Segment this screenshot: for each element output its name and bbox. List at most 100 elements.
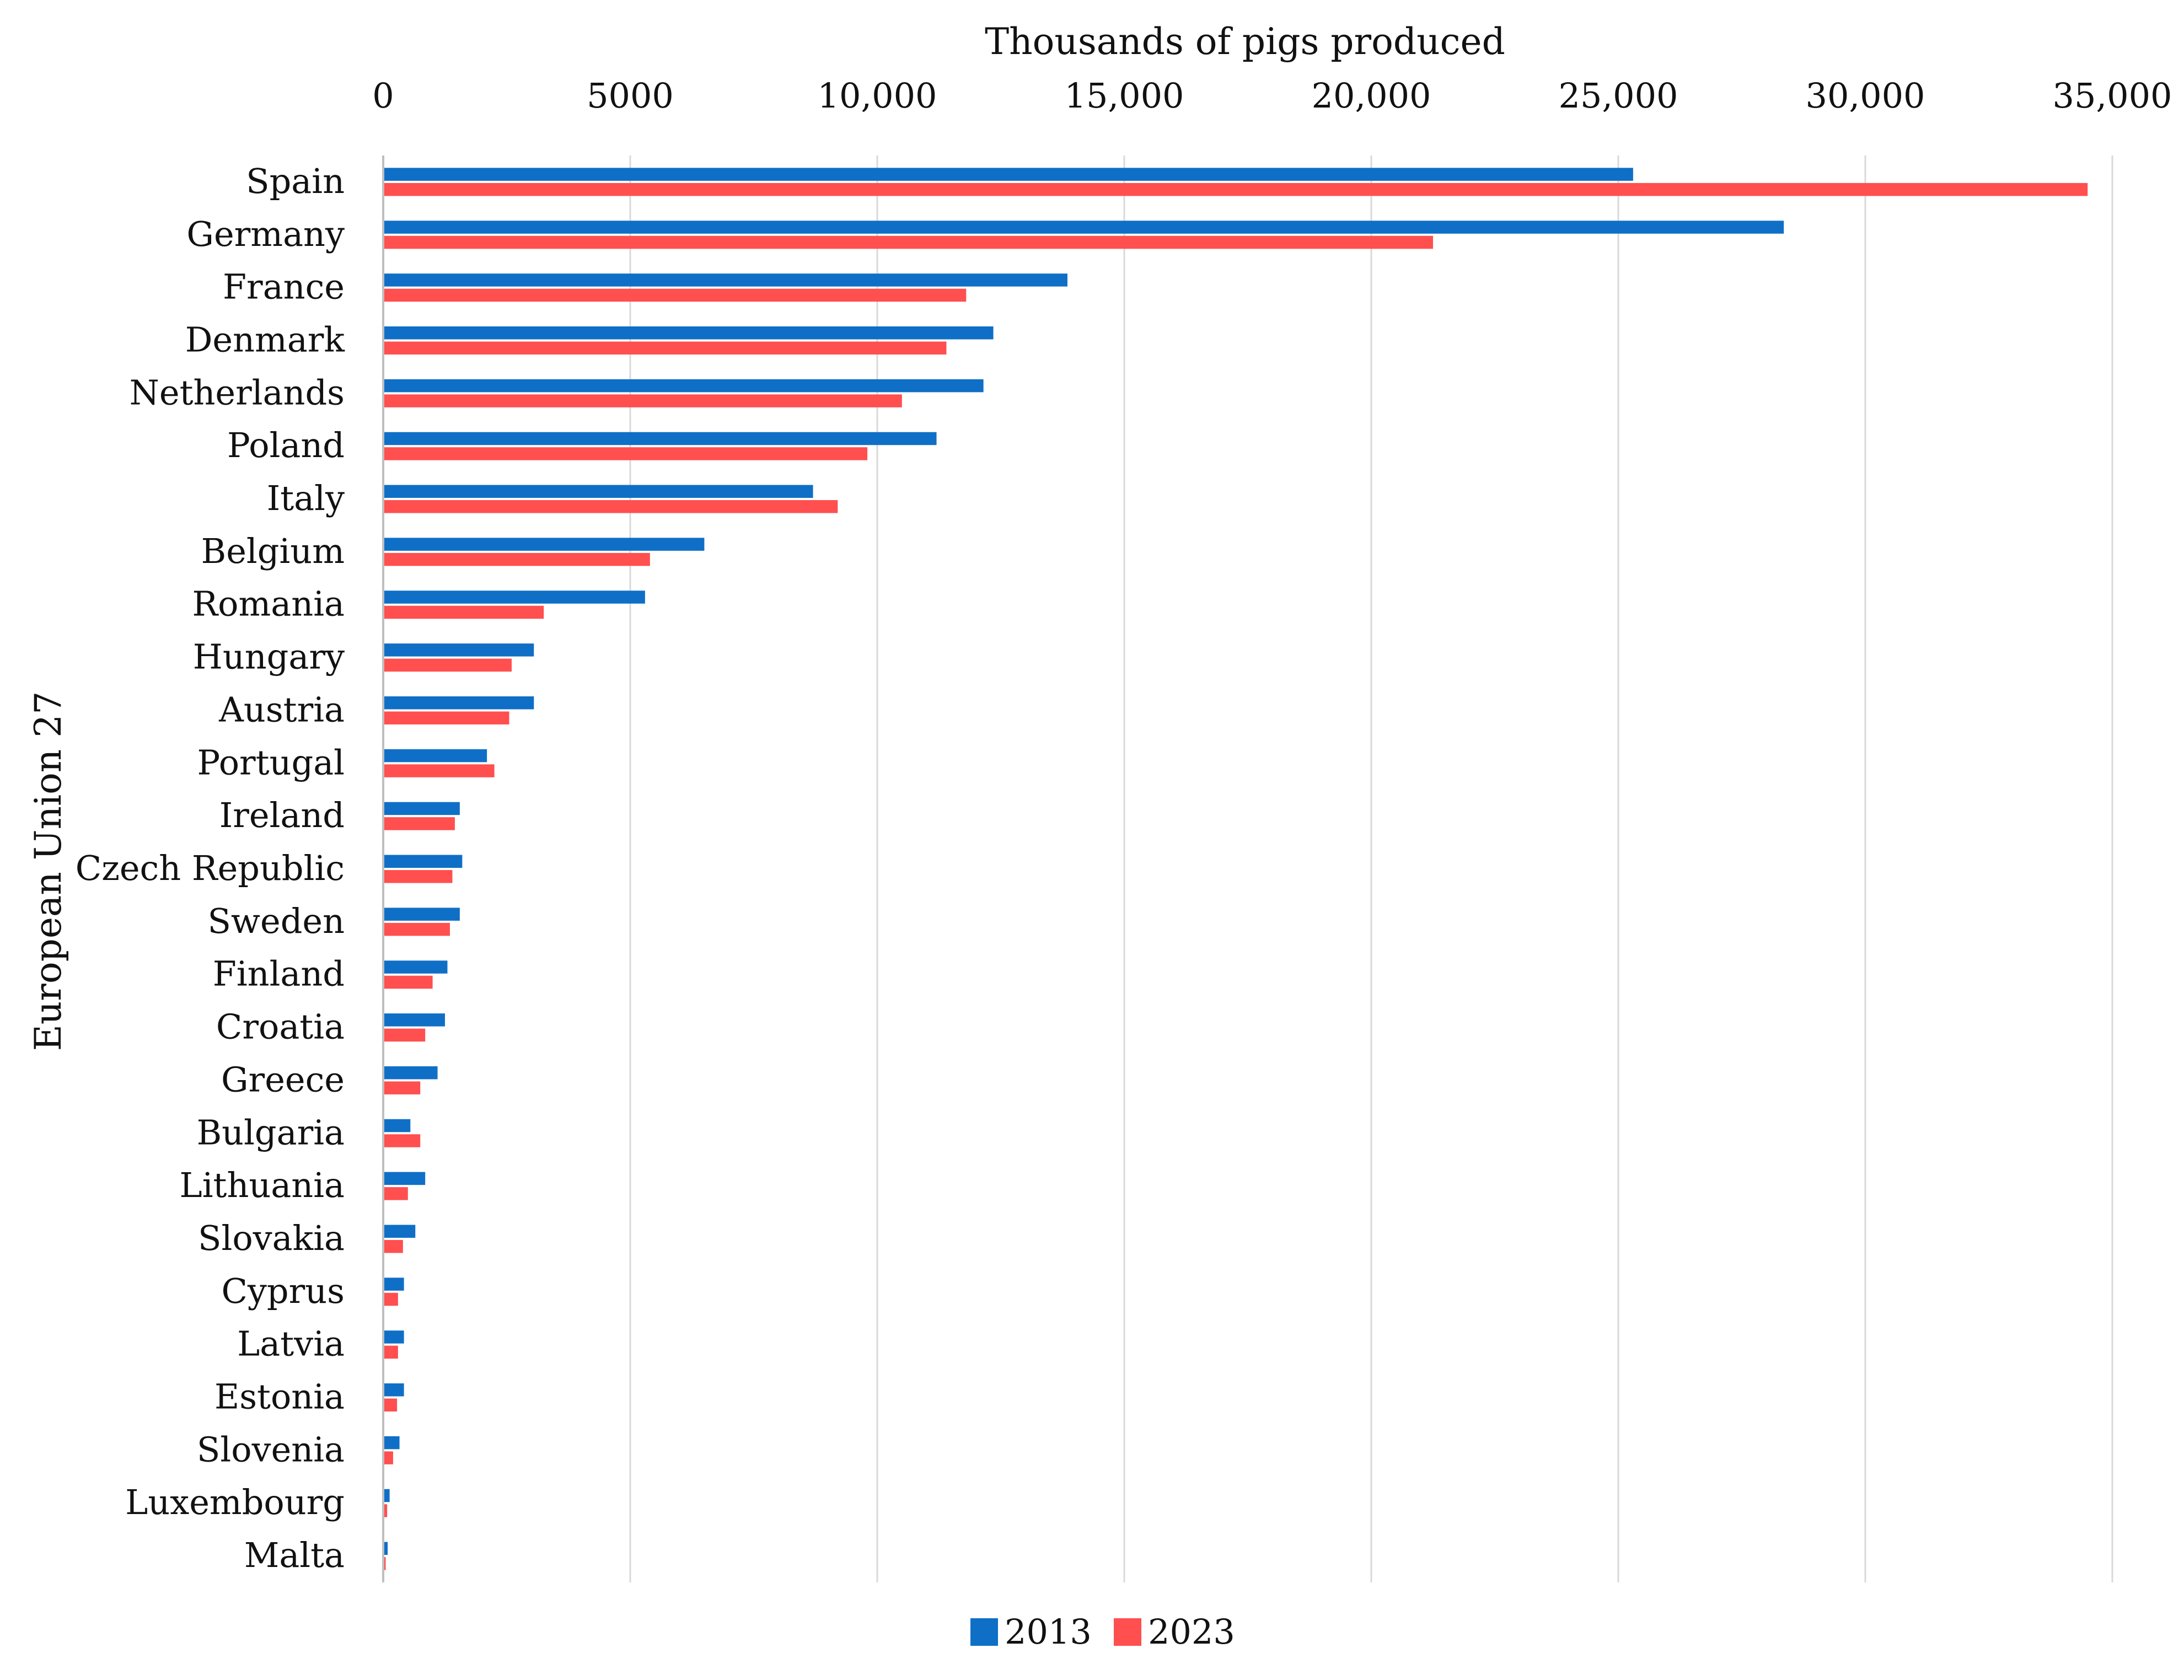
category-label: Belgium	[201, 531, 345, 571]
bar-2023-romania	[383, 605, 544, 619]
bar-2023-poland	[383, 447, 868, 460]
category-label: Luxembourg	[125, 1482, 345, 1522]
bar-2023-france	[383, 288, 967, 302]
bar-2023-estonia	[383, 1398, 398, 1412]
category-label: Germany	[186, 214, 345, 254]
bar-2013-france	[383, 273, 1067, 287]
bar-2023-austria	[383, 711, 509, 724]
x-tick-label: 0	[372, 76, 394, 116]
category-label: Malta	[244, 1535, 345, 1575]
bar-2013-latvia	[383, 1330, 404, 1344]
bars	[383, 168, 2088, 1570]
category-label: Finland	[213, 954, 345, 994]
x-tick-label: 10,000	[818, 76, 937, 116]
category-label: Slovenia	[197, 1429, 345, 1469]
bar-2013-czech-republic	[383, 855, 463, 868]
bar-2013-malta	[383, 1542, 388, 1555]
bar-2023-germany	[383, 235, 1433, 249]
category-label: Poland	[227, 425, 345, 465]
bar-2013-netherlands	[383, 379, 984, 393]
bar-2023-slovakia	[383, 1239, 403, 1253]
legend-swatch-2023	[1114, 1618, 1141, 1646]
bar-2013-poland	[383, 432, 937, 446]
bar-2013-lithuania	[383, 1172, 426, 1185]
category-label: Estonia	[214, 1377, 345, 1417]
x-tick-label: 30,000	[1806, 76, 1925, 116]
bar-2023-czech-republic	[383, 870, 453, 883]
bar-2023-slovenia	[383, 1451, 393, 1464]
bar-2013-germany	[383, 221, 1784, 234]
bar-2023-croatia	[383, 1028, 426, 1042]
bar-2013-belgium	[383, 538, 705, 551]
bar-2013-romania	[383, 591, 645, 604]
category-label: Slovakia	[198, 1218, 345, 1258]
bar-2013-slovenia	[383, 1436, 400, 1450]
bar-2023-greece	[383, 1081, 421, 1094]
gridlines	[629, 155, 2113, 1582]
category-label: Lithuania	[180, 1165, 345, 1205]
x-tick-label: 35,000	[2053, 76, 2172, 116]
category-label: Cyprus	[221, 1271, 345, 1311]
category-label: Spain	[246, 161, 345, 201]
category-label: Ireland	[219, 795, 345, 835]
bar-2023-denmark	[383, 341, 947, 355]
category-label: Portugal	[197, 742, 345, 782]
bar-2023-sweden	[383, 922, 450, 936]
x-tick-label: 25,000	[1559, 76, 1678, 116]
bar-2013-denmark	[383, 326, 994, 340]
bar-2013-italy	[383, 485, 813, 498]
bar-2023-belgium	[383, 552, 650, 566]
category-labels: Spain Germany France Denmark Netherlands Pola…	[76, 161, 345, 1575]
category-label: Greece	[221, 1059, 345, 1099]
bar-2013-ireland	[383, 802, 460, 815]
bar-2013-greece	[383, 1066, 438, 1080]
x-tick-label: 15,000	[1065, 76, 1184, 116]
bar-2023-bulgaria	[383, 1134, 421, 1147]
category-label: Netherlands	[130, 372, 345, 412]
bar-2023-lithuania	[383, 1187, 408, 1200]
legend-swatch-2013	[970, 1618, 998, 1646]
category-label: Italy	[267, 478, 345, 518]
legend-label-2023: 2023	[1148, 1612, 1235, 1652]
chart-title: Thousands of pigs produced	[985, 20, 1505, 63]
bar-2013-austria	[383, 696, 534, 710]
bar-2023-latvia	[383, 1345, 398, 1359]
bar-2013-hungary	[383, 643, 534, 657]
bar-2023-finland	[383, 975, 433, 989]
bar-2023-portugal	[383, 764, 495, 777]
category-label: Croatia	[216, 1007, 345, 1047]
bar-2023-cyprus	[383, 1292, 398, 1306]
category-label: Austria	[218, 689, 345, 729]
category-label: France	[223, 267, 345, 307]
bar-2013-slovakia	[383, 1225, 416, 1238]
category-label: Hungary	[193, 637, 345, 677]
category-label: Sweden	[207, 901, 345, 941]
bar-2023-ireland	[383, 817, 455, 830]
category-label: Czech Republic	[76, 848, 345, 888]
x-axis-ticks: 0 5000 10,000 15,000 20,000 25,000 30,000 35,00…	[372, 76, 2172, 116]
category-label: Romania	[192, 584, 345, 624]
legend: 2013 2023	[970, 1612, 1235, 1652]
bar-2023-spain	[383, 183, 2088, 196]
bar-2023-netherlands	[383, 394, 902, 407]
category-label: Bulgaria	[197, 1112, 345, 1152]
bar-2023-hungary	[383, 658, 512, 672]
bar-2013-portugal	[383, 749, 487, 763]
category-label: Latvia	[237, 1324, 345, 1364]
y-axis-label: European Union 27	[27, 691, 69, 1051]
x-tick-label: 5000	[587, 76, 674, 116]
bar-2023-luxembourg	[383, 1504, 388, 1517]
bar-2013-bulgaria	[383, 1119, 411, 1132]
category-label: Denmark	[185, 319, 345, 359]
bar-2023-italy	[383, 500, 838, 513]
bar-2013-finland	[383, 960, 448, 974]
bar-2023-malta	[383, 1557, 386, 1570]
bar-2013-luxembourg	[383, 1489, 390, 1502]
bar-2013-cyprus	[383, 1278, 404, 1291]
bar-2013-sweden	[383, 908, 460, 921]
bar-2013-estonia	[383, 1383, 404, 1397]
x-tick-label: 20,000	[1312, 76, 1431, 116]
legend-label-2013: 2013	[1005, 1612, 1092, 1652]
